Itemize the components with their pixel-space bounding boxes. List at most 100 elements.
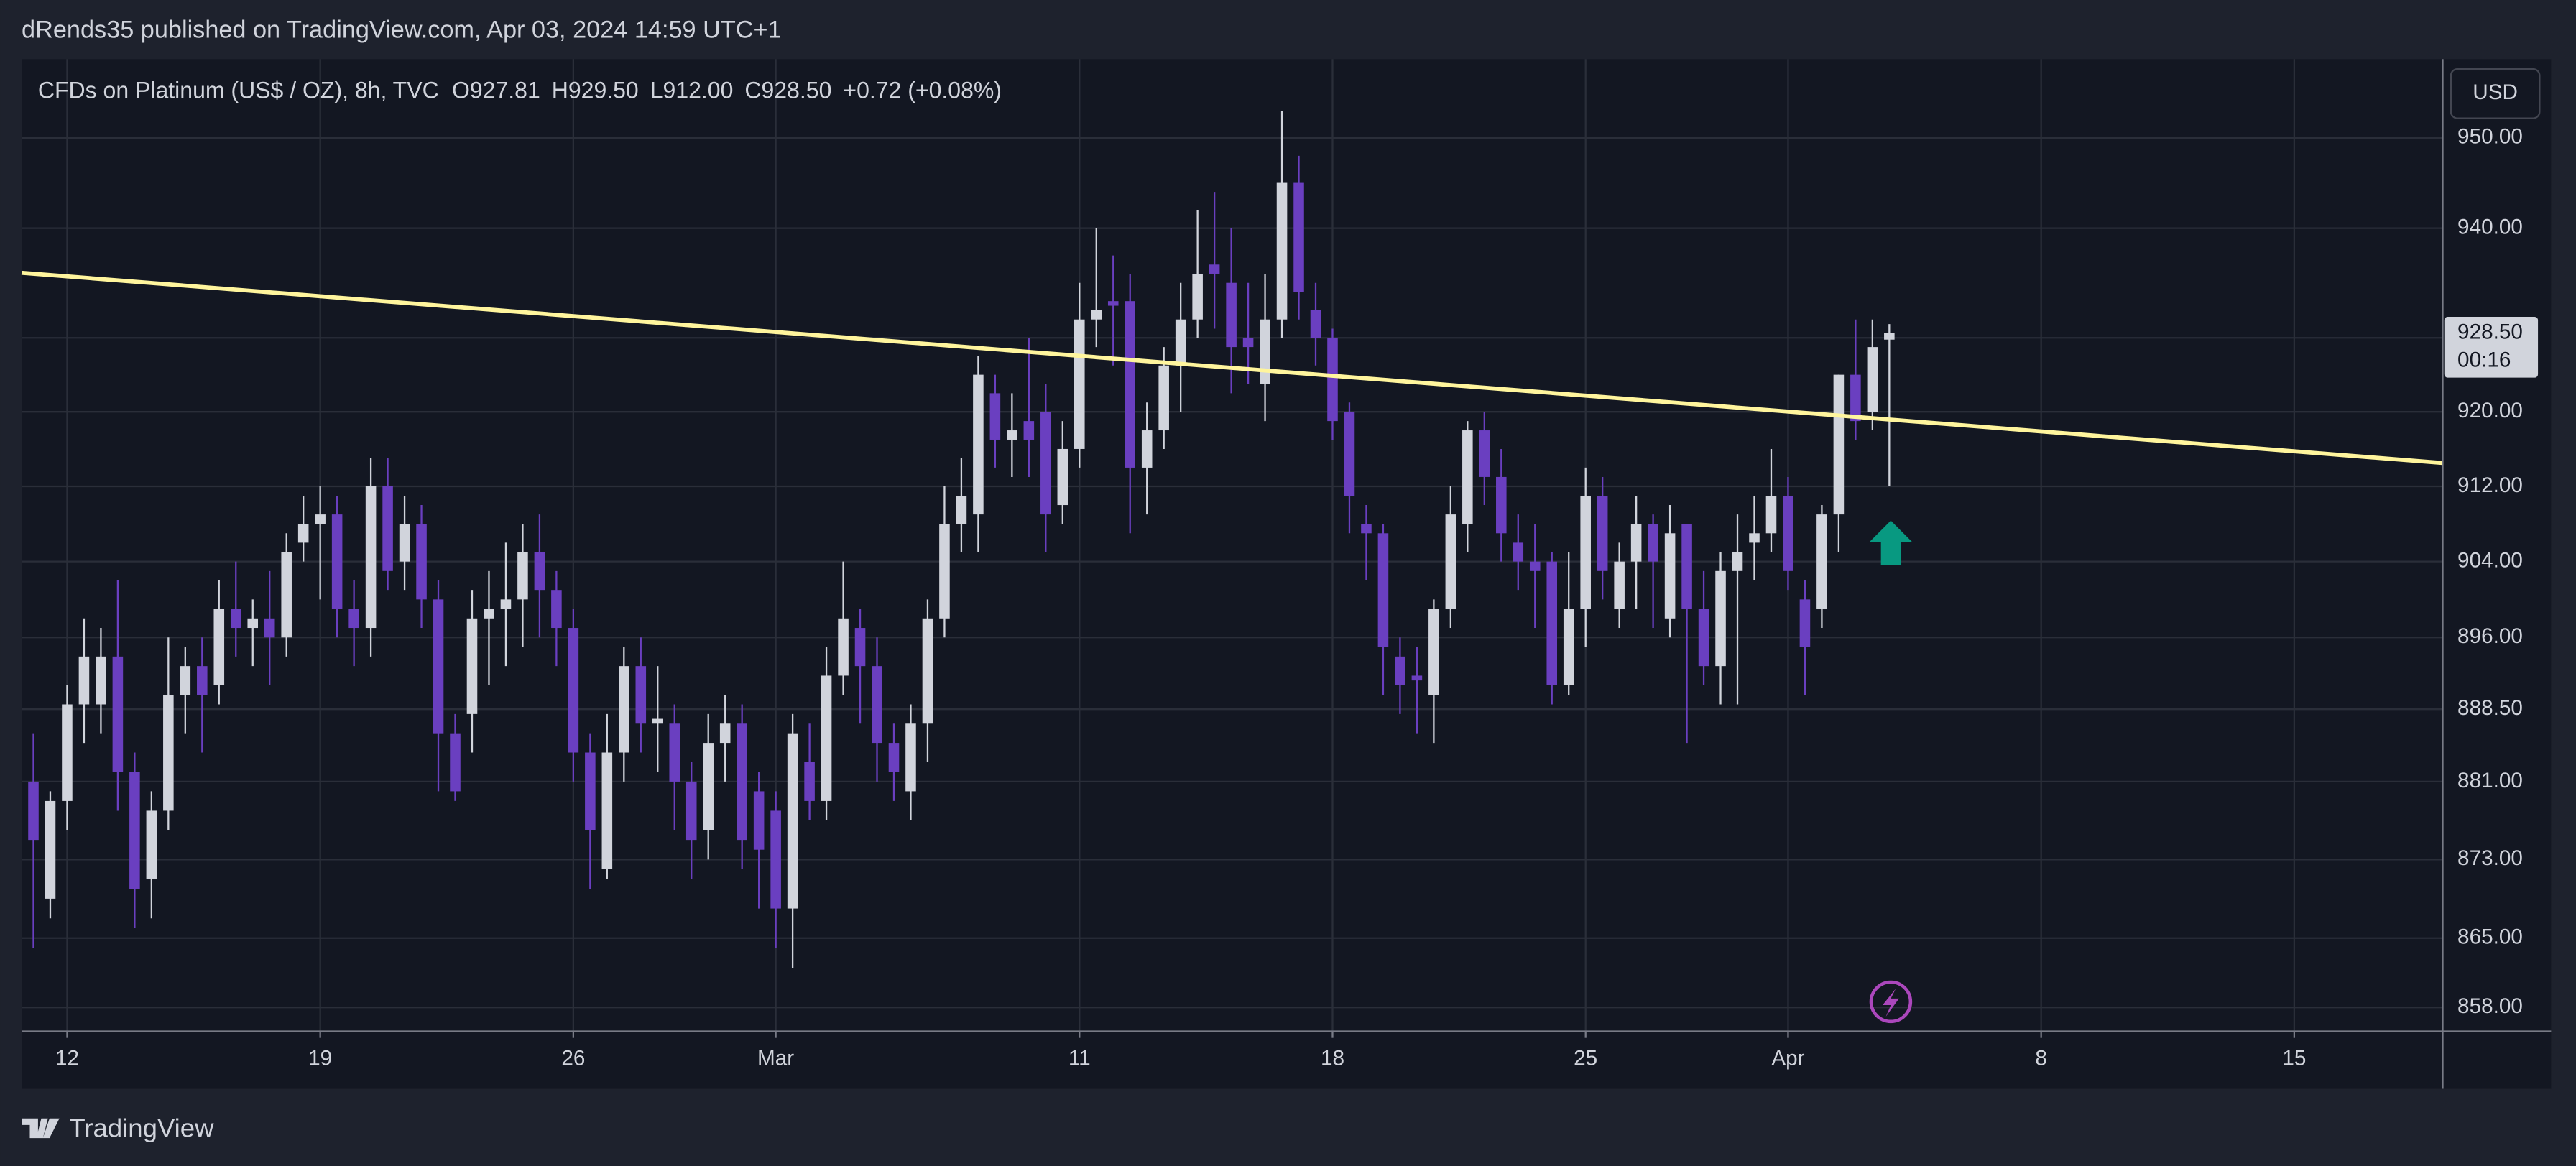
candle-body [1057, 448, 1068, 506]
ohlc-value: C928.50 [744, 77, 831, 103]
candle-body [1125, 301, 1136, 468]
candle-body [1007, 430, 1017, 440]
candle-body [180, 666, 191, 695]
candle-body [1023, 421, 1035, 440]
symbol-legend: CFDs on Platinum (US$ / OZ), 8h, TVC [38, 77, 439, 103]
candle-body [1479, 430, 1490, 477]
candle-body [416, 524, 427, 600]
candle-body [1597, 495, 1608, 571]
candle-body [1698, 609, 1709, 667]
candle-body [1141, 430, 1153, 468]
candle-body [1816, 514, 1827, 609]
signal-arrow [1869, 520, 1913, 565]
candle-body [1799, 599, 1811, 647]
candle-body [703, 743, 714, 830]
candle-body [230, 609, 241, 629]
candle-body [1428, 609, 1439, 695]
y-tick-label: 920.00 [2457, 399, 2523, 422]
candle-body [500, 599, 512, 609]
ohlc-value: +0.72 (+0.08%) [843, 77, 1002, 103]
candle-body [551, 590, 562, 629]
candle-body [854, 628, 866, 667]
last-price-label: 928.50 [2457, 320, 2523, 344]
candle-body [1293, 182, 1304, 292]
candle-body [1850, 374, 1861, 422]
candle-body [1833, 374, 1845, 515]
x-tick-label: 11 [1068, 1046, 1091, 1070]
x-tick-label: 15 [2282, 1046, 2306, 1070]
brand: TradingView [22, 1113, 214, 1142]
candle-body [821, 675, 832, 801]
candle-body [297, 524, 309, 543]
candle-body [129, 772, 140, 889]
last-price-box [2444, 317, 2539, 378]
x-tick-label: 18 [1321, 1046, 1344, 1070]
candle-body [585, 752, 596, 830]
candle-body [1411, 675, 1423, 681]
candle-body [1395, 656, 1405, 685]
candle-body [534, 552, 545, 591]
y-tick-label: 904.00 [2457, 549, 2523, 573]
candle-body [956, 495, 967, 524]
y-tick-label: 858.00 [2457, 994, 2523, 1018]
ohlc-value: H929.50 [552, 77, 639, 103]
candle-body [719, 723, 731, 744]
candle-body [163, 695, 174, 811]
candle-body [1040, 412, 1051, 515]
y-tick-label: 912.00 [2457, 473, 2523, 497]
candle-body [1546, 561, 1558, 685]
candle-body [1158, 365, 1169, 431]
y-tick-label: 881.00 [2457, 769, 2523, 792]
candle-body [601, 752, 613, 869]
event-icon [1869, 980, 1913, 1024]
candle-body [1563, 609, 1574, 685]
y-tick-label: 940.00 [2457, 215, 2523, 239]
candle-body [1310, 310, 1321, 338]
candle-body [1242, 338, 1254, 348]
candle-body [197, 666, 208, 695]
axes: 858.00 865.00 873.00 881.00 888.50 896.00 904.… [55, 125, 2539, 1070]
candle-body [635, 666, 647, 724]
x-tick-label: Apr [1771, 1046, 1804, 1070]
candle-body [382, 486, 393, 571]
brand-name: TradingView [69, 1113, 214, 1142]
ohlc-value: L912.00 [650, 77, 734, 103]
candle-body [1175, 319, 1186, 366]
candle-body [1664, 533, 1676, 619]
candle-body [922, 618, 933, 724]
header-title: dRends35 published on TradingView.com, A… [22, 16, 782, 43]
candle-body [1681, 524, 1692, 609]
candle-body [1648, 524, 1658, 562]
event-circle [1869, 980, 1913, 1024]
candle-body [466, 618, 478, 714]
candle-body [787, 733, 798, 909]
candle-body [973, 374, 984, 515]
candle-body [888, 743, 900, 772]
candle-body [45, 800, 56, 899]
candle-body [281, 552, 292, 638]
candle-body [78, 656, 90, 705]
ohlc-legend: O927.81 H929.50 L912.00 C928.50 +0.72 (+0.08… [452, 77, 1002, 103]
candle-body [315, 514, 326, 524]
candle-body [1749, 533, 1760, 543]
arrow-icon [1869, 520, 1913, 565]
candle-body [112, 656, 124, 772]
ohlc-value: O927.81 [452, 77, 540, 103]
x-tick-label: 8 [2035, 1046, 2047, 1070]
currency-button[interactable] [2450, 68, 2541, 119]
currency[interactable]: USD [2473, 80, 2518, 104]
y-tick-label: 873.00 [2457, 846, 2523, 870]
candle-body [770, 810, 781, 909]
candle-body [146, 810, 157, 879]
candle-body [1715, 570, 1726, 667]
candles [21, 111, 2443, 968]
candle-body [1462, 430, 1473, 524]
candle-body [1867, 347, 1878, 412]
candle-body [1276, 182, 1288, 320]
candle-body [1580, 495, 1591, 609]
candle-body [1107, 301, 1119, 306]
candle-body [568, 628, 579, 753]
candle-body [1783, 495, 1793, 571]
candle-body [737, 723, 747, 841]
